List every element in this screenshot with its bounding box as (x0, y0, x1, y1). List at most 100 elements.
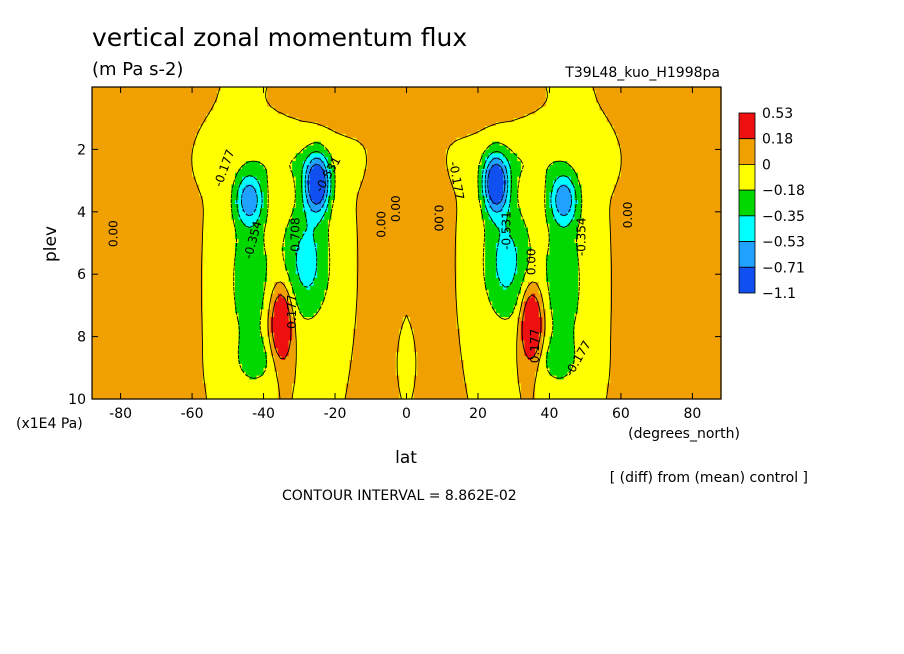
contour-cell (456, 110, 461, 115)
contour-cell (381, 184, 386, 189)
contour-cell (120, 87, 125, 92)
contour-cell (184, 129, 190, 135)
contour-cell (220, 133, 225, 139)
contour-cell (681, 188, 686, 193)
contour-cell (317, 98, 322, 104)
contour-cell (95, 188, 100, 193)
contour-cell (313, 94, 318, 100)
contour-cell (374, 133, 379, 139)
contour-cell (202, 141, 207, 147)
contour-cell (424, 118, 429, 123)
contour-cell (456, 98, 461, 104)
contour-cell (245, 106, 250, 111)
contour-cell (206, 118, 211, 123)
contour-cell (517, 110, 522, 115)
contour-cell (695, 90, 701, 96)
contour-cell (670, 94, 676, 100)
contour-cell (635, 98, 640, 104)
contour-cell (570, 157, 576, 162)
contour-cell (435, 153, 440, 158)
contour-cell (367, 168, 372, 174)
contour-cell (452, 118, 458, 123)
contour-cell (177, 192, 182, 197)
contour-cell (281, 145, 286, 150)
contour-cell (234, 168, 240, 174)
contour-cell (231, 149, 236, 154)
contour-cell (327, 122, 333, 127)
contour-cell (299, 87, 304, 92)
contour-cell (524, 126, 529, 131)
contour-cell (224, 165, 229, 170)
contour-cell (102, 133, 107, 139)
contour-cell (284, 172, 290, 178)
contour-cell (392, 165, 397, 170)
contour-cell (406, 188, 411, 193)
contour-cell (445, 153, 450, 158)
contour-cell (245, 192, 250, 197)
contour-cell (227, 114, 232, 119)
contour-cell (109, 157, 115, 162)
contour-cell (699, 192, 704, 197)
contour-cell (502, 141, 508, 147)
contour-cell (531, 87, 536, 92)
contour-cell (184, 165, 190, 170)
contour-cell (481, 106, 486, 111)
contour-cell (695, 168, 701, 174)
contour-cell (177, 188, 182, 193)
contour-cell (192, 114, 197, 119)
contour-cell (624, 149, 629, 154)
contour-cell (649, 133, 654, 139)
contour-cell (570, 192, 576, 197)
contour-cell (338, 141, 343, 147)
contour-cell (460, 126, 465, 131)
contour-cell (288, 157, 293, 162)
contour-cell (592, 192, 597, 197)
contour-cell (445, 172, 450, 178)
contour-cell (177, 172, 182, 178)
contour-cell (385, 145, 390, 150)
contour-cell (406, 157, 411, 162)
contour-cell (220, 118, 225, 123)
contour-cell (310, 196, 315, 201)
contour-cell (713, 106, 719, 111)
contour-cell (356, 87, 361, 92)
contour-cell (524, 118, 529, 123)
contour-cell (656, 161, 661, 166)
contour-cell (599, 168, 604, 174)
contour-cell (267, 157, 272, 162)
contour-cell (174, 114, 179, 119)
contour-cell (406, 126, 411, 131)
contour-cell (267, 137, 272, 143)
contour-cell (424, 153, 429, 158)
contour-cell (553, 122, 558, 127)
contour-cell (249, 161, 254, 166)
contour-cell (209, 180, 215, 186)
contour-cell (542, 172, 547, 178)
contour-cell (174, 129, 179, 135)
contour-cell (531, 129, 536, 135)
contour-cell (381, 106, 386, 111)
contour-cell (199, 180, 204, 186)
contour-cell (474, 129, 479, 135)
contour-cell (595, 98, 601, 104)
contour-cell (467, 114, 472, 119)
contour-cell (134, 196, 140, 201)
contour-cell (681, 168, 686, 174)
contour-cell (713, 172, 719, 178)
contour-cell (356, 192, 361, 197)
contour-cell (209, 145, 215, 150)
contour-cell (706, 176, 711, 182)
contour-cell (152, 149, 157, 154)
contour-cell (699, 126, 704, 131)
contour-cell (467, 137, 472, 143)
contour-cell (581, 137, 586, 143)
contour-cell (349, 165, 354, 170)
contour-cell (474, 145, 479, 150)
contour-cell (481, 114, 486, 119)
contour-cell (192, 122, 197, 127)
contour-cell (292, 87, 297, 92)
contour-cell (320, 184, 325, 189)
contour-cell (474, 153, 479, 158)
contour-cell (628, 192, 633, 197)
contour-cell (649, 114, 654, 119)
